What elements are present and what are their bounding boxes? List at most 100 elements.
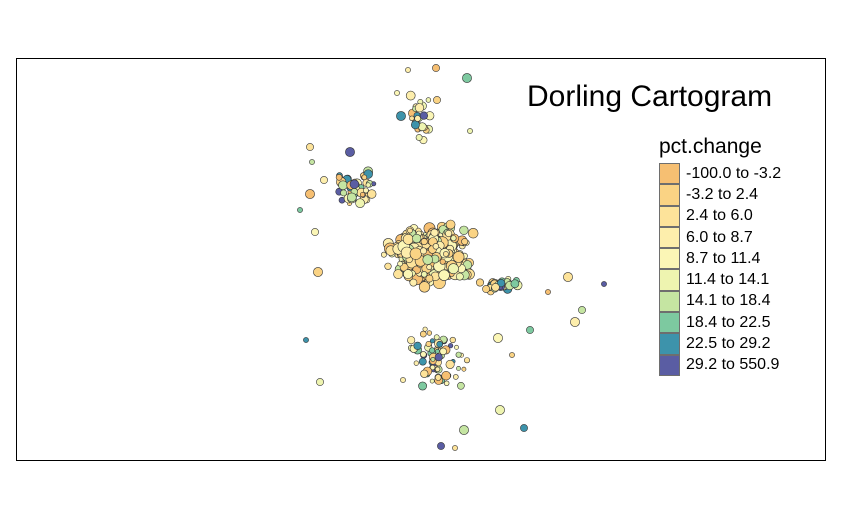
region-circle <box>457 381 465 390</box>
legend-item: -3.2 to 2.4 <box>659 184 781 206</box>
region-circle <box>426 330 433 336</box>
region-circle <box>397 260 403 267</box>
region-circle <box>563 272 573 282</box>
region-circle <box>425 274 434 283</box>
region-circle <box>429 364 436 371</box>
region-circle <box>425 340 432 347</box>
legend-item: 29.2 to 550.9 <box>659 354 781 376</box>
region-circle <box>403 269 413 279</box>
region-circle <box>430 356 436 362</box>
region-circle <box>338 180 348 191</box>
region-circle <box>449 336 456 344</box>
region-circle <box>396 111 406 121</box>
region-circle <box>371 181 377 187</box>
region-circle <box>393 269 404 279</box>
region-circle <box>412 233 422 244</box>
region-circle <box>419 111 429 120</box>
region-circle <box>429 378 435 384</box>
region-circle <box>520 424 528 432</box>
region-circle <box>297 207 303 213</box>
legend-item: 18.4 to 22.5 <box>659 312 781 334</box>
region-circle <box>414 115 421 122</box>
legend-label: 22.5 to 29.2 <box>686 335 771 353</box>
legend-item: 2.4 to 6.0 <box>659 205 781 227</box>
region-circle <box>349 179 360 189</box>
region-circle <box>425 97 432 103</box>
region-circle <box>459 425 469 435</box>
legend-swatch <box>659 205 680 227</box>
region-circle <box>305 189 315 199</box>
legend-label: 11.4 to 14.1 <box>686 271 770 289</box>
region-circle <box>418 381 427 391</box>
region-circle <box>400 377 406 383</box>
region-circle <box>306 143 314 151</box>
legend-swatch <box>659 269 680 291</box>
legend-swatch <box>659 184 680 206</box>
region-circle <box>433 334 440 341</box>
region-circle <box>461 366 467 372</box>
region-circle <box>405 90 416 101</box>
region-circle <box>497 279 506 288</box>
region-circle <box>570 317 580 327</box>
region-circle <box>303 337 309 343</box>
region-circle <box>340 189 347 197</box>
region-circle <box>445 359 455 369</box>
legend-label: -3.2 to 2.4 <box>686 185 759 203</box>
legend-title: pct.change <box>659 135 762 158</box>
region-circle <box>510 279 520 289</box>
region-circle <box>545 289 551 295</box>
region-circle <box>482 285 490 293</box>
legend-label: 29.2 to 550.9 <box>686 356 780 374</box>
region-circle <box>367 189 377 199</box>
region-circle <box>345 147 355 157</box>
region-circle <box>439 258 446 265</box>
region-circle <box>467 128 473 134</box>
region-circle <box>452 374 459 380</box>
region-circle <box>420 238 428 246</box>
region-circle <box>309 159 315 165</box>
region-circle <box>462 73 472 83</box>
legend-swatch <box>659 333 680 355</box>
legend-swatch <box>659 354 680 376</box>
region-circle <box>413 360 419 366</box>
legend-item: 6.0 to 8.7 <box>659 226 781 249</box>
legend-swatch <box>659 312 680 334</box>
legend-item: 22.5 to 29.2 <box>659 333 781 355</box>
region-circle <box>436 340 444 348</box>
legend-item: 11.4 to 14.1 <box>659 269 781 291</box>
region-circle <box>346 192 357 203</box>
region-circle <box>447 263 459 275</box>
region-circle <box>461 238 469 246</box>
region-circle <box>442 251 449 257</box>
region-circle <box>420 351 427 358</box>
region-circle <box>422 326 428 332</box>
region-circle <box>420 369 429 378</box>
region-circle <box>384 262 392 270</box>
legend-label: 6.0 to 8.7 <box>686 228 753 246</box>
region-circle <box>448 343 454 349</box>
region-circle <box>452 251 465 263</box>
legend-item: 14.1 to 18.4 <box>659 290 781 313</box>
region-circle <box>459 225 469 235</box>
region-circle <box>415 134 423 141</box>
region-circle <box>456 365 461 371</box>
legend-label: 14.1 to 18.4 <box>686 292 771 310</box>
region-circle <box>360 192 366 198</box>
region-circle <box>407 227 413 234</box>
region-circle <box>441 371 451 381</box>
region-circle <box>311 228 319 236</box>
region-circle <box>365 182 371 188</box>
region-circle <box>450 235 457 242</box>
legend-swatch <box>659 248 680 270</box>
region-circle <box>468 228 479 239</box>
region-circle <box>418 281 431 293</box>
region-circle <box>414 103 425 113</box>
region-circle <box>445 219 456 230</box>
legend-swatch <box>659 290 680 313</box>
region-circle <box>429 347 436 354</box>
legend-swatch <box>659 226 680 249</box>
region-circle <box>320 176 328 184</box>
legend-label: 18.4 to 22.5 <box>686 313 771 331</box>
region-circle <box>410 120 420 130</box>
